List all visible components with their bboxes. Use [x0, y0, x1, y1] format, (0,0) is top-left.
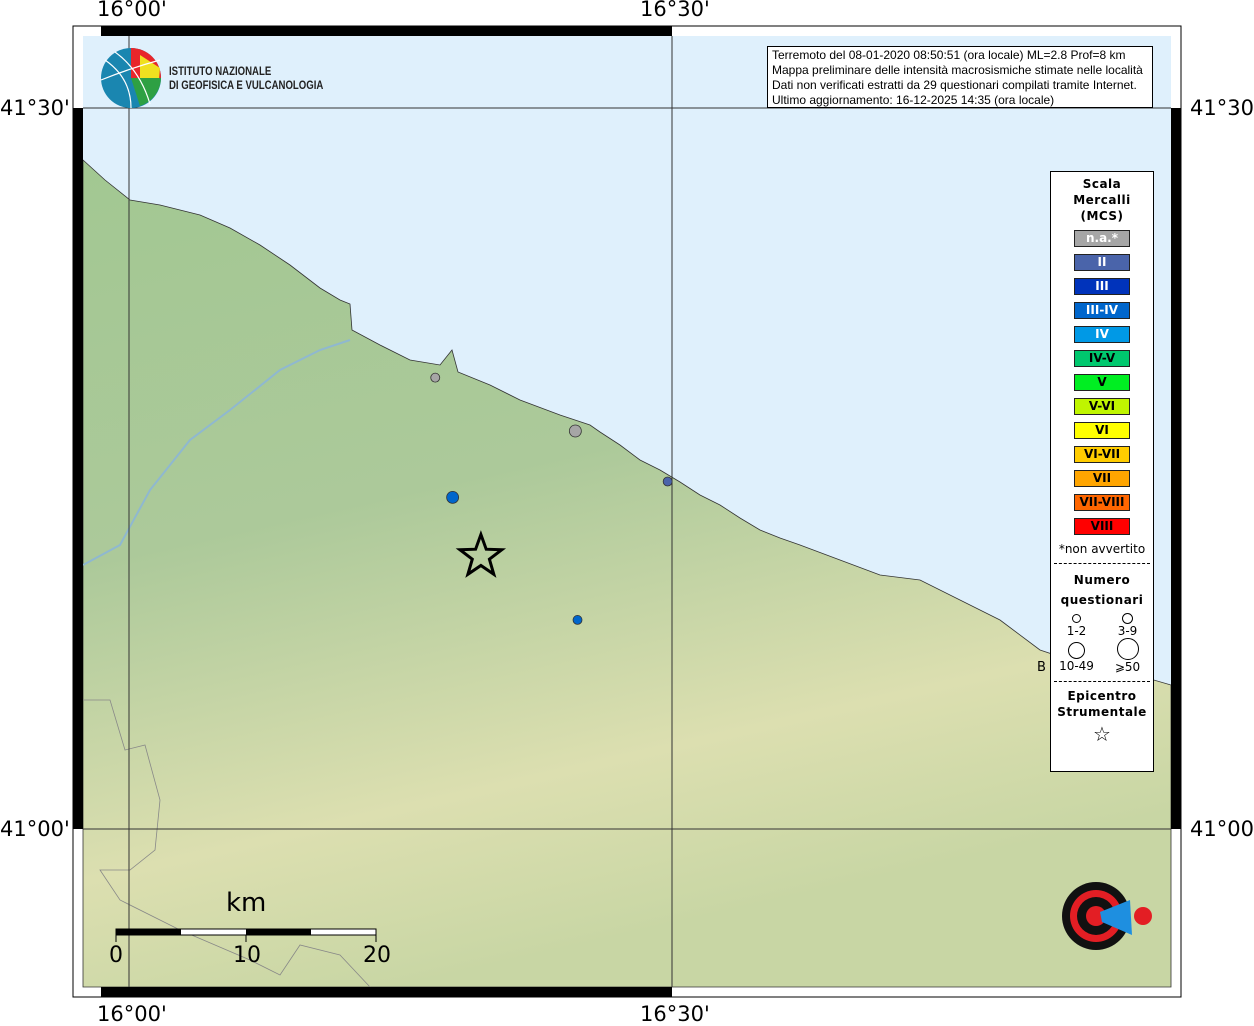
intensity-point[interactable] [446, 490, 460, 504]
scale-label: 0 [109, 943, 123, 968]
count-label: ⩾50 [1114, 660, 1141, 674]
lat-label-right-2: 41°00' [1190, 817, 1254, 841]
legend-title: Scala Mercalli (MCS) [1051, 176, 1153, 224]
intensity-swatch: III [1074, 278, 1130, 295]
legend-note: *non avvertito [1058, 542, 1146, 556]
scale-label: 20 [363, 943, 391, 968]
scale-label: 10 [233, 943, 261, 968]
lat-label-left-2: 41°00' [0, 817, 70, 841]
frame-bars [73, 26, 1181, 997]
intensity-swatch: VII-VIII [1074, 494, 1130, 511]
intensity-swatch: VI [1074, 422, 1130, 439]
size-circle-icon [1072, 614, 1081, 623]
intensity-swatch: n.a.* [1074, 230, 1130, 247]
size-circle-icon [1116, 638, 1139, 660]
count-label: 10-49 [1059, 659, 1094, 673]
observation-points [430, 372, 673, 625]
star-icon: ☆ [1093, 722, 1111, 746]
legend-title-line: (MCS) [1080, 209, 1124, 223]
size-circle-icon [1122, 613, 1133, 624]
admin-boundary [83, 699, 371, 988]
intensity-point[interactable] [430, 372, 441, 383]
intensity-point[interactable] [572, 615, 583, 625]
legend: Scala Mercalli (MCS) n.a.* II III III-IV IV I… [1050, 171, 1154, 772]
count-title-line: Numero [1073, 573, 1131, 587]
event-info-box: Terremoto del 08-01-2020 08:50:51 (ora l… [767, 46, 1153, 108]
lon-label-bottom-1: 16°00' [97, 1002, 167, 1026]
intensity-point[interactable] [568, 424, 582, 438]
info-line: Dati non verificati estratti da 29 quest… [772, 78, 1137, 92]
lat-label-right-1: 41°30' [1190, 96, 1254, 120]
intensity-swatch: III-IV [1074, 302, 1130, 319]
intensity-swatch: V-VI [1074, 398, 1130, 415]
place-label: B [1037, 660, 1046, 675]
intensity-swatch: VI-VII [1074, 446, 1130, 463]
lon-label-bottom-2: 16°30' [640, 1002, 710, 1026]
intensity-swatch: VII [1074, 470, 1130, 487]
count-title-line: questionari [1060, 593, 1144, 607]
intensity-swatch: IV-V [1074, 350, 1130, 367]
ingv-line1: ISTITUTO NAZIONALE [169, 64, 272, 78]
divider [1054, 563, 1150, 564]
legend-title-line: Mercalli [1073, 193, 1131, 207]
epicenter-title-line: Epicentro [1067, 689, 1137, 703]
intensity-scale: n.a.* II III III-IV IV IV-V V V-VI VI VI-VII VII VI… [1051, 230, 1153, 535]
epicenter-star-icon [455, 530, 507, 578]
legend-title-line: Scala [1082, 177, 1122, 191]
intensity-swatch: V [1074, 374, 1130, 391]
ingv-line2: DI GEOFISICA E VULCANOLOGIA [169, 78, 324, 92]
epicenter-title-line: Strumentale [1057, 705, 1147, 719]
intensity-swatch: II [1074, 254, 1130, 271]
scale-unit: km [226, 888, 267, 918]
lat-label-left-1: 41°30' [0, 96, 70, 120]
size-circle-icon [1068, 642, 1085, 659]
lon-label-top-2: 16°30' [640, 0, 710, 21]
lon-label-top-1: 16°00' [97, 0, 167, 21]
intensity-swatch: VIII [1074, 518, 1130, 535]
haisentito-logo [1062, 882, 1152, 950]
ingv-logo [100, 48, 161, 109]
river [82, 339, 351, 566]
count-label: 3-9 [1117, 624, 1138, 638]
epicenter-title: Epicentro Strumentale [1051, 688, 1153, 720]
count-sizes: 1-2 3-9 10-49 ⩾50 [1051, 612, 1153, 674]
intensity-swatch: IV [1074, 326, 1130, 343]
ingv-logo-text: ISTITUTO NAZIONALE DI GEOFISICA E VULCAN… [169, 64, 323, 92]
info-line: Ultimo aggiornamento: 16-12-2025 14:35 (… [772, 93, 1055, 107]
intensity-point[interactable] [662, 476, 673, 487]
land [82, 159, 1172, 988]
graticule [83, 36, 1171, 987]
count-title: Numero questionari [1051, 570, 1153, 610]
info-line: Mappa preliminare delle intensità macros… [772, 63, 1143, 77]
divider [1054, 681, 1150, 682]
info-line: Terremoto del 08-01-2020 08:50:51 (ora l… [772, 48, 1126, 62]
count-label: 1-2 [1066, 624, 1087, 638]
scale-bar [115, 928, 377, 942]
